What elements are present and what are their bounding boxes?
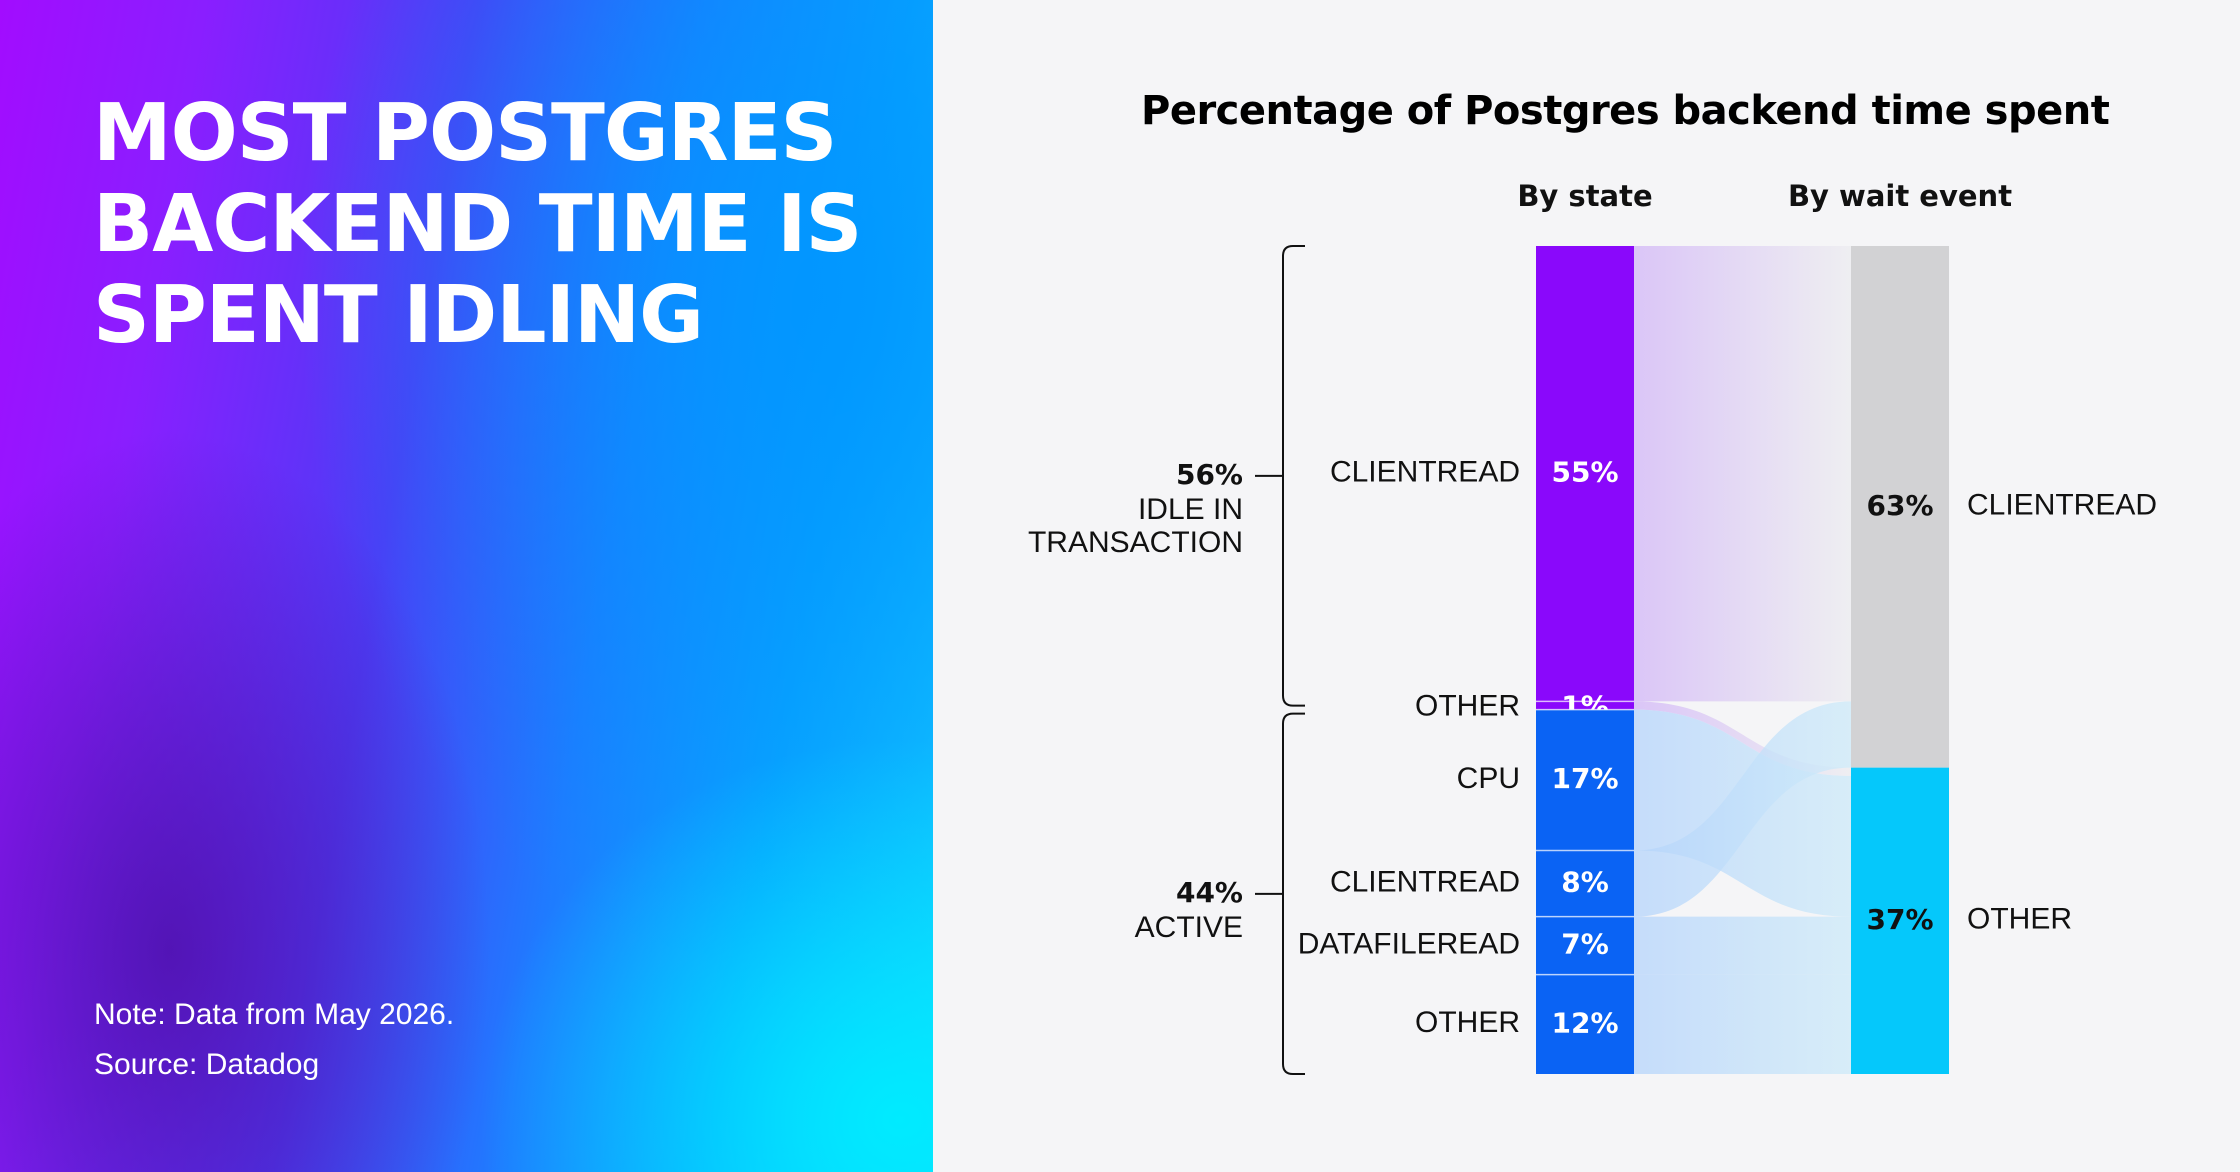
source-note: Source: Datadog	[94, 1048, 320, 1081]
flow-link	[1634, 974, 1851, 1074]
state-node-value: 12%	[1551, 1006, 1618, 1039]
state-node-label: OTHER	[1415, 1006, 1520, 1039]
state-node-label: DATAFILEREAD	[1298, 928, 1520, 961]
state-node-value: 17%	[1551, 762, 1618, 795]
flow-link	[1634, 916, 1851, 975]
link-layer	[1634, 246, 1851, 1074]
wait-event-node-label: OTHER	[1967, 903, 2072, 936]
state-node-value: 7%	[1561, 928, 1609, 961]
wait-event-node-value: 37%	[1866, 903, 1933, 936]
state-node-bar	[1536, 916, 1634, 975]
state-node-value: 55%	[1551, 456, 1618, 489]
group-value: 56%	[1176, 458, 1243, 491]
flow-link	[1634, 701, 1851, 917]
column-header-by-state: By state	[1517, 179, 1652, 213]
wait-event-node-bar	[1851, 767, 1949, 1074]
wait-event-node-value: 63%	[1866, 489, 1933, 522]
headline-line-2: BACKEND TIME IS	[93, 178, 862, 270]
group-value: 44%	[1176, 876, 1243, 909]
chart-title: Percentage of Postgres backend time spen…	[1141, 88, 2110, 134]
group-brace	[1255, 712, 1305, 1075]
state-node-bar	[1536, 709, 1634, 851]
group-brace	[1255, 245, 1305, 707]
state-node-label: CLIENTREAD	[1330, 865, 1520, 898]
state-node-bar	[1536, 246, 1634, 702]
headline-line-1: MOST POSTGRES	[93, 87, 837, 179]
state-node-value: 8%	[1561, 866, 1609, 899]
column-header-by-wait-event: By wait event	[1788, 179, 2012, 213]
group-label: ACTIVE	[1135, 911, 1243, 944]
wait-event-node-bar	[1851, 246, 1949, 768]
state-node-bar	[1536, 850, 1634, 917]
headline-line-3: SPENT IDLING	[93, 269, 704, 361]
state-node-label: CPU	[1457, 762, 1520, 795]
state-node-label: OTHER	[1415, 689, 1520, 722]
flow-link	[1634, 701, 1851, 776]
data-note: Note: Data from May 2026.	[94, 998, 455, 1031]
flow-link	[1634, 246, 1851, 702]
group-label: IDLE IN	[1138, 493, 1243, 526]
hero-panel: MOST POSTGRES BACKEND TIME IS SPENT IDLI…	[0, 0, 933, 1172]
headline: MOST POSTGRES BACKEND TIME IS SPENT IDLI…	[93, 87, 862, 361]
state-node-label: CLIENTREAD	[1330, 456, 1520, 489]
state-node-bar	[1536, 701, 1634, 710]
group-label: TRANSACTION	[1028, 526, 1243, 559]
wait-event-node-label: CLIENTREAD	[1967, 489, 2157, 522]
state-node-bar	[1536, 974, 1634, 1074]
